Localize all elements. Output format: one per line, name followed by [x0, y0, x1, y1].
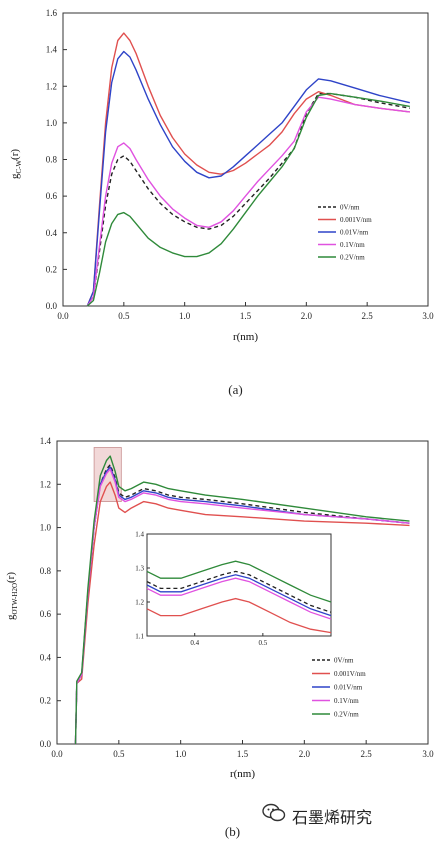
- series-line-black_dashed: [74, 464, 410, 745]
- x-tick-label: 3.0: [422, 749, 434, 759]
- y-tick-label: 1.0: [40, 523, 52, 533]
- x-axis-title: r(nm): [233, 331, 258, 343]
- y-tick-label: 0.6: [40, 609, 52, 619]
- y-axis-title: gC-W(r): [9, 149, 23, 179]
- inset-y-tick-label: 1.1: [135, 633, 144, 641]
- x-tick-label: 2.0: [299, 749, 311, 759]
- inset-series-line-red: [146, 597, 332, 634]
- y-tick-label: 1.4: [46, 45, 58, 55]
- series-line-blue: [86, 50, 410, 307]
- x-tick-label: 2.5: [361, 749, 373, 759]
- inset-series-line-blue: [146, 574, 332, 617]
- series-line-magenta: [86, 96, 410, 307]
- inset-series-line-black_dashed: [146, 570, 332, 613]
- wechat-watermark-icon: [262, 803, 286, 822]
- y-tick-label: 0.0: [46, 301, 58, 311]
- y-tick-label: 0.2: [46, 264, 57, 274]
- x-tick-label: 1.5: [237, 749, 249, 759]
- y-tick-label: 1.2: [40, 479, 51, 489]
- legend-label: 0.1V/nm: [340, 241, 365, 249]
- y-tick-label: 0.8: [40, 566, 52, 576]
- y-tick-label: 1.2: [46, 81, 57, 91]
- x-tick-label: 0.0: [51, 749, 63, 759]
- series-line-green: [86, 92, 410, 307]
- inset-frame: [146, 533, 332, 637]
- x-tick-label: 1.5: [240, 311, 252, 321]
- legend-label: 0.1V/nm: [334, 697, 359, 705]
- inset-series-line-magenta: [146, 577, 332, 620]
- legend-label: 0V/nm: [340, 204, 360, 212]
- y-tick-label: 0.8: [46, 155, 58, 165]
- x-tick-label: 1.0: [179, 311, 191, 321]
- y-tick-label: 1.6: [46, 8, 58, 18]
- y-tick-label: 1.4: [40, 436, 52, 446]
- legend-label: 0V/nm: [334, 657, 354, 665]
- inset-series-line-green: [146, 560, 332, 603]
- x-tick-label: 2.5: [362, 311, 374, 321]
- legend-label: 0.01V/nm: [334, 684, 363, 692]
- chart-b: 0.0 0.5 1.0 1.5 2.0 2.5 3.0 0.0 0.2 0.4 0.6 0.8 1.0 1…: [5, 436, 434, 839]
- legend-label: 0.01V/nm: [340, 229, 369, 237]
- y-tick-label: 0.6: [46, 191, 58, 201]
- series-line-red: [86, 32, 410, 307]
- legend-label: 0.001V/nm: [340, 216, 372, 224]
- chart-a: 0.0 0.5 1.0 1.5 2.0 2.5 3.0 0.0 0.2 0.4 0.6 0.8 1.0 1…: [9, 8, 434, 397]
- legend-label: 0.2V/nm: [340, 254, 365, 262]
- series-line-black_dashed: [86, 92, 410, 307]
- x-tick-label: 3.0: [422, 311, 434, 321]
- x-axis-title: r(nm): [230, 768, 255, 780]
- y-tick-label: 0.4: [46, 228, 58, 238]
- y-tick-label: 0.0: [40, 739, 52, 749]
- y-tick-label: 0.4: [40, 652, 52, 662]
- series-line-green: [74, 455, 410, 745]
- watermark-text: 石墨烯研究: [292, 808, 373, 827]
- legend-label: 0.001V/nm: [334, 670, 366, 678]
- y-tick-label: 1.0: [46, 118, 58, 128]
- legend-label: 0.2V/nm: [334, 711, 359, 719]
- panel-label: (b): [225, 824, 240, 839]
- y-tick-label: 0.2: [40, 696, 51, 706]
- y-axis-title: gOTW-H2O(r): [5, 572, 19, 620]
- legend: 0V/nm 0.001V/nm 0.01V/nm 0.1V/nm 0.2V/nm: [312, 657, 366, 719]
- x-tick-label: 0.0: [57, 311, 69, 321]
- x-tick-label: 1.0: [175, 749, 187, 759]
- inset-y-tick-label: 1.4: [135, 531, 144, 539]
- inset-x-tick-label: 0.4: [190, 639, 199, 647]
- series-line-red: [74, 481, 410, 745]
- x-tick-label: 0.5: [118, 311, 130, 321]
- x-tick-label: 2.0: [301, 311, 313, 321]
- x-tick-label: 0.5: [113, 749, 125, 759]
- panel-label: (a): [228, 382, 242, 397]
- inset-y-tick-label: 1.2: [135, 599, 144, 607]
- inset-y-tick-label: 1.3: [135, 565, 144, 573]
- legend: 0V/nm 0.001V/nm 0.01V/nm 0.1V/nm 0.2V/nm: [318, 204, 372, 262]
- inset-x-tick-label: 0.5: [258, 639, 267, 647]
